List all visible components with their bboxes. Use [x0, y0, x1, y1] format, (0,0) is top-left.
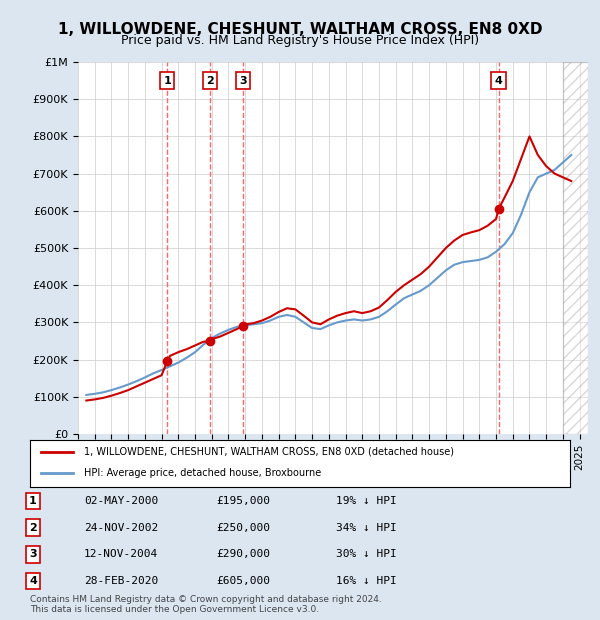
Text: 12-NOV-2004: 12-NOV-2004 [84, 549, 158, 559]
Text: 1, WILLOWDENE, CHESHUNT, WALTHAM CROSS, EN8 0XD (detached house): 1, WILLOWDENE, CHESHUNT, WALTHAM CROSS, … [84, 447, 454, 457]
Text: Price paid vs. HM Land Registry's House Price Index (HPI): Price paid vs. HM Land Registry's House … [121, 34, 479, 47]
Text: £250,000: £250,000 [216, 523, 270, 533]
Text: 30% ↓ HPI: 30% ↓ HPI [336, 549, 397, 559]
Text: 2: 2 [29, 523, 37, 533]
Text: 1: 1 [29, 496, 37, 506]
Text: 24-NOV-2002: 24-NOV-2002 [84, 523, 158, 533]
Text: 16% ↓ HPI: 16% ↓ HPI [336, 576, 397, 586]
Text: £195,000: £195,000 [216, 496, 270, 506]
Text: 34% ↓ HPI: 34% ↓ HPI [336, 523, 397, 533]
Text: 28-FEB-2020: 28-FEB-2020 [84, 576, 158, 586]
Text: £290,000: £290,000 [216, 549, 270, 559]
Text: 2: 2 [206, 76, 214, 86]
Text: £605,000: £605,000 [216, 576, 270, 586]
Text: 1, WILLOWDENE, CHESHUNT, WALTHAM CROSS, EN8 0XD: 1, WILLOWDENE, CHESHUNT, WALTHAM CROSS, … [58, 22, 542, 37]
Text: Contains HM Land Registry data © Crown copyright and database right 2024.: Contains HM Land Registry data © Crown c… [30, 595, 382, 604]
Text: HPI: Average price, detached house, Broxbourne: HPI: Average price, detached house, Brox… [84, 467, 321, 478]
Text: 02-MAY-2000: 02-MAY-2000 [84, 496, 158, 506]
Text: This data is licensed under the Open Government Licence v3.0.: This data is licensed under the Open Gov… [30, 604, 319, 614]
Text: 3: 3 [239, 76, 247, 86]
Bar [563, 62, 588, 434]
Text: 4: 4 [29, 576, 37, 586]
Text: 19% ↓ HPI: 19% ↓ HPI [336, 496, 397, 506]
Text: 4: 4 [495, 76, 503, 86]
Text: 1: 1 [163, 76, 171, 86]
Text: 3: 3 [29, 549, 37, 559]
